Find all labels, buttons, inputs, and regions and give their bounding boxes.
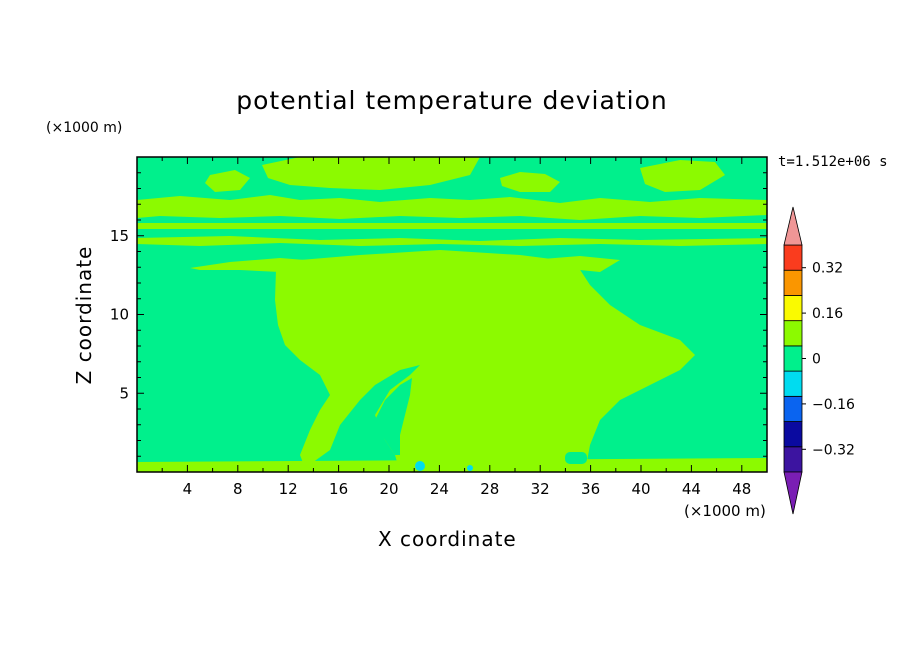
colorbar-box — [783, 446, 803, 473]
contour-band-mid — [137, 223, 767, 229]
colorbar-label: 0.32 — [812, 261, 843, 277]
y-tick-label: 15 — [110, 227, 129, 245]
colorbar-min-triangle — [783, 471, 803, 515]
x-tick-label: 36 — [581, 480, 600, 498]
colorbar-box — [783, 395, 803, 422]
contour-blob-top-center — [262, 157, 480, 190]
contour-surface-strip — [137, 458, 767, 472]
contour-field — [137, 157, 767, 472]
contour-blob-top-left — [205, 170, 250, 192]
y-axis-unit: (×1000 m) — [46, 120, 123, 136]
contour-negative-patch — [467, 465, 473, 471]
x-tick-label: 4 — [183, 480, 193, 498]
colorbar-label: −0.16 — [812, 397, 855, 413]
y-axis-label: Z coordinate — [72, 245, 96, 385]
x-tick-label: 20 — [379, 480, 398, 498]
x-tick-label: 16 — [329, 480, 348, 498]
contour-band-upper — [137, 195, 767, 220]
colorbar: 0.32 0.16 0 −0.16 −0.32 — [783, 206, 855, 515]
contour-small-patch — [565, 452, 587, 464]
colorbar-box — [783, 345, 803, 372]
x-tick-label: 24 — [430, 480, 449, 498]
x-tick-label: 32 — [531, 480, 550, 498]
colorbar-box — [783, 421, 803, 448]
x-axis-unit: (×1000 m) — [684, 502, 766, 520]
x-tick-label: 8 — [233, 480, 243, 498]
colorbar-box — [783, 269, 803, 296]
time-label: t=1.512e+06 s — [778, 154, 888, 170]
x-axis: 4 8 12 16 20 24 28 32 36 40 44 48 — [161, 157, 768, 498]
contour-layer-12km — [190, 256, 620, 272]
contour-blob-top-right1 — [500, 172, 560, 192]
contour-blob-top-right2 — [640, 160, 725, 192]
colorbar-box — [783, 244, 803, 271]
colorbar-label: 0 — [812, 352, 821, 368]
x-tick-label: 48 — [732, 480, 751, 498]
colorbar-box — [783, 295, 803, 322]
y-tick-label: 10 — [110, 306, 129, 324]
x-tick-label: 44 — [682, 480, 701, 498]
y-tick-label: 5 — [119, 384, 129, 402]
y-axis: 5 10 15 — [110, 172, 767, 457]
colorbar-max-triangle — [783, 206, 803, 246]
x-axis-label: X coordinate — [378, 527, 517, 551]
colorbar-box — [783, 320, 803, 347]
x-tick-label: 28 — [480, 480, 499, 498]
chart-title: potential temperature deviation — [236, 86, 668, 115]
colorbar-label: −0.32 — [812, 442, 855, 458]
colorbar-label: 0.16 — [812, 306, 843, 322]
contour-negative-patch — [415, 461, 425, 471]
colorbar-box — [783, 370, 803, 397]
contour-pocket — [375, 378, 412, 455]
contour-band-lower — [137, 236, 767, 246]
x-tick-label: 40 — [631, 480, 650, 498]
x-tick-label: 12 — [279, 480, 298, 498]
